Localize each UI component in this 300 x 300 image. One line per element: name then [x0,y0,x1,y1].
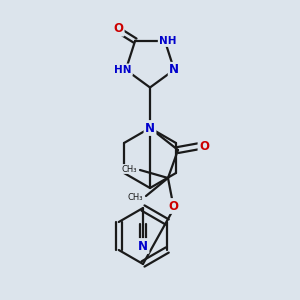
Text: CH₃: CH₃ [128,193,143,202]
Text: HN: HN [114,65,132,75]
Text: N: N [169,63,179,76]
Text: O: O [199,140,209,152]
Text: O: O [168,200,178,212]
Text: N: N [138,239,148,253]
Text: NH: NH [159,36,177,46]
Text: O: O [113,22,123,35]
Text: N: N [145,122,155,134]
Text: CH₃: CH₃ [122,164,137,173]
